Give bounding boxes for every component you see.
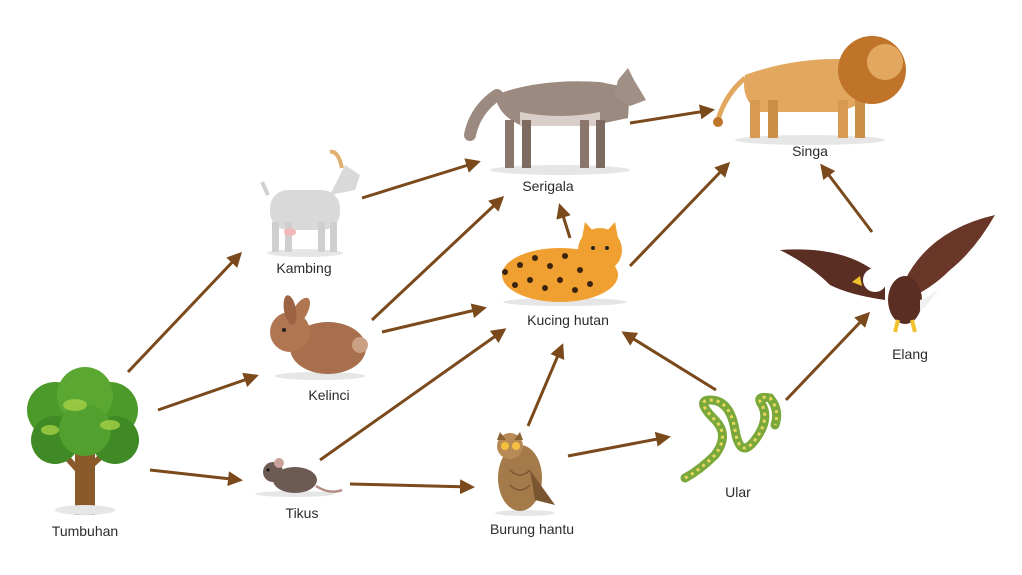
arrows-layer — [126, 104, 874, 495]
arrow-elang-to-singa — [820, 163, 874, 233]
arrow-tikus-to-kucing-hutan — [319, 328, 507, 462]
wild-cat-icon — [502, 222, 627, 306]
mouse-icon — [255, 458, 343, 497]
snake-icon — [680, 392, 782, 483]
arrow-ular-to-kucing-hutan — [621, 331, 717, 392]
owl-icon — [495, 432, 555, 516]
arrow-tumbuhan-to-tikus — [149, 468, 243, 487]
label-kambing: Kambing — [276, 260, 331, 276]
label-serigala: Serigala — [522, 178, 574, 194]
tree-icon — [27, 367, 139, 515]
label-tumbuhan: Tumbuhan — [52, 523, 118, 539]
rabbit-icon — [270, 295, 368, 380]
arrow-tumbuhan-to-kambing — [126, 251, 243, 374]
arrow-ular-to-elang — [784, 311, 871, 402]
wolf-icon — [464, 68, 646, 175]
label-tikus: Tikus — [286, 505, 319, 521]
arrow-kucing-hutan-to-singa — [628, 161, 731, 268]
arrow-kambing-to-serigala — [361, 158, 481, 200]
arrow-kelinci-to-serigala — [370, 195, 505, 322]
label-elang: Elang — [892, 346, 928, 362]
arrow-tumbuhan-to-kelinci — [157, 372, 259, 412]
arrow-serigala-to-singa — [629, 104, 715, 125]
label-ular: Ular — [725, 484, 751, 500]
label-burung-hantu: Burung hantu — [490, 521, 574, 537]
label-kelinci: Kelinci — [308, 387, 349, 403]
label-singa: Singa — [792, 143, 828, 159]
arrow-burung-hantu-to-ular — [567, 431, 671, 458]
lion-icon — [713, 36, 906, 145]
arrow-kucing-hutan-to-serigala — [556, 203, 572, 239]
arrow-tikus-to-burung-hantu — [349, 479, 475, 495]
goat-icon — [260, 149, 360, 257]
eagle-icon — [780, 215, 995, 333]
arrow-burung-hantu-to-kucing-hutan — [526, 343, 565, 427]
label-kucing-hutan: Kucing hutan — [527, 312, 609, 328]
arrow-kelinci-to-kucing-hutan — [381, 303, 487, 334]
